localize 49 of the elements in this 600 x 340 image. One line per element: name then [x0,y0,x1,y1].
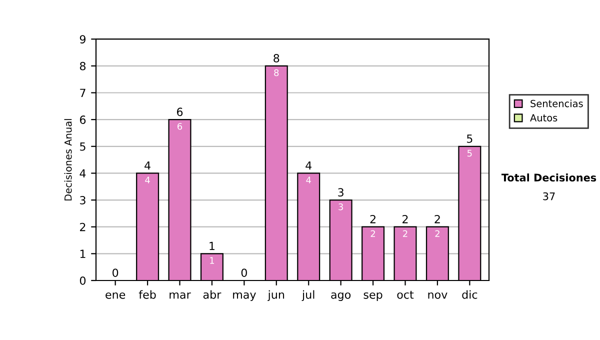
total-label: 0 [112,268,118,278]
y-tick-label: 7 [80,88,86,97]
x-tick-label: sep [364,292,382,301]
total-label: 3 [338,188,344,197]
y-tick-label: 5 [80,142,86,151]
y-tick-label: 3 [80,196,86,204]
total-label: 5 [466,134,472,143]
y-tick-label: 6 [80,116,86,124]
legend-label: Sentencias [530,100,583,108]
x-tick-label: jul [302,290,314,301]
x-tick-label: jun [268,290,284,301]
text: 37 [543,192,555,200]
y-tick-label: 1 [80,250,86,258]
data-label: 2 [403,230,408,237]
total-label: 4 [144,161,150,170]
x-tick-label: mar [170,292,191,299]
data-label: 6 [178,122,182,130]
total-label: 8 [274,54,280,62]
total-label: 1 [210,242,214,250]
y-tick-label: 4 [80,169,86,178]
y-tick-label: 2 [80,222,86,232]
data-label: 8 [274,69,279,76]
data-label: 2 [370,230,375,237]
y-tick-label: 0 [80,276,86,285]
x-tick-label: abr [203,290,222,299]
x-tick-label: oct [397,290,414,299]
x-tick-label: dic [462,290,478,299]
text: Total Decisiones [501,173,596,182]
legend-label: Autos [530,114,558,122]
y-tick-label: 9 [80,35,86,44]
data-label: 5 [467,150,472,157]
total-label: 0 [241,268,247,278]
total-label: 2 [434,214,440,224]
total-label: 6 [176,108,183,116]
data-label: 1 [210,257,214,264]
data-label: 4 [306,176,311,184]
total-label: 2 [402,214,408,224]
data-label: 3 [338,203,343,210]
x-tick-label: ago [331,292,351,301]
x-tick-label: may [233,292,256,301]
data-label: 4 [145,176,150,184]
x-tick-label: ene [106,292,126,299]
y-axis-title: Decisiones Anual [64,119,72,200]
data-label: 2 [435,230,440,237]
total-label: 2 [370,214,376,224]
x-tick-label: nov [428,292,448,299]
x-tick-label: feb [138,290,156,299]
total-label: 4 [306,161,312,170]
y-tick-label: 8 [80,62,86,70]
